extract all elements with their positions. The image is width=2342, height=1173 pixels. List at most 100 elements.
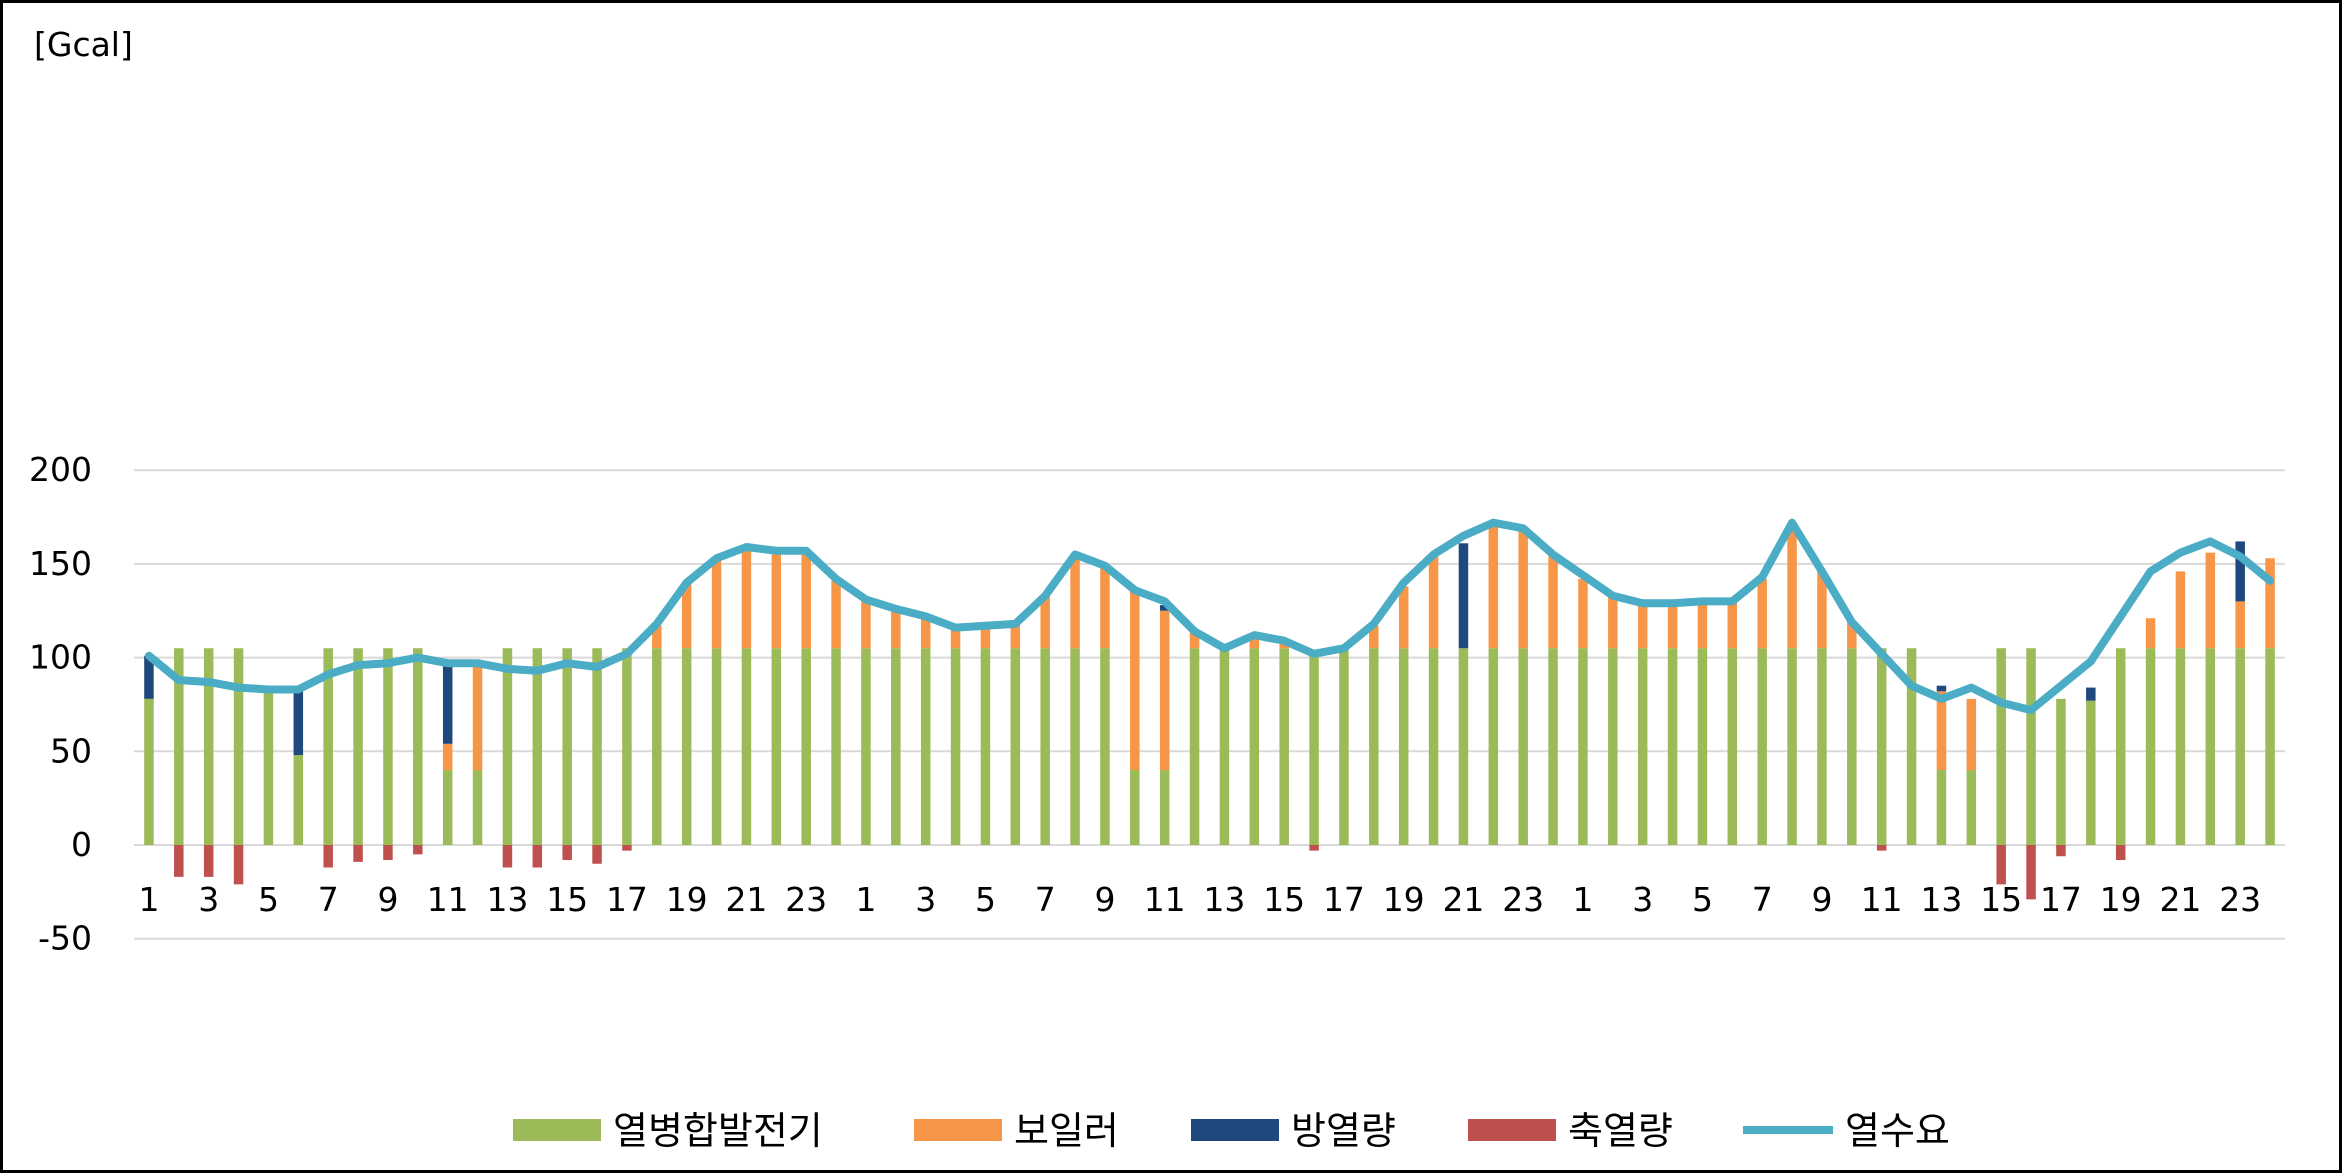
bar-3-14 bbox=[562, 845, 572, 860]
bar-0-18 bbox=[681, 648, 692, 845]
bar-3-1 bbox=[174, 845, 184, 877]
bar-1-21 bbox=[771, 552, 782, 649]
y-axis-ticks: 200 150 100 50 0 -50 bbox=[29, 450, 92, 958]
legend-swatch-3 bbox=[1468, 1119, 1556, 1141]
bar-2-65 bbox=[2086, 687, 2096, 701]
bar-0-34 bbox=[1159, 770, 1170, 845]
bar-0-15 bbox=[592, 648, 602, 845]
bar-0-53 bbox=[1727, 648, 1738, 845]
x-tick-label: 7 bbox=[1752, 880, 1773, 919]
bar-0-58 bbox=[1876, 648, 1887, 845]
y-tick-label: 150 bbox=[29, 544, 92, 583]
bar-0-16 bbox=[622, 648, 632, 845]
bar-1-51 bbox=[1667, 603, 1678, 649]
bar-1-23 bbox=[831, 580, 841, 649]
x-tick-label: 5 bbox=[258, 880, 279, 919]
bar-1-33 bbox=[1130, 590, 1140, 771]
x-tick-label: 13 bbox=[1920, 880, 1962, 919]
bar-1-56 bbox=[1817, 571, 1827, 649]
bar-0-50 bbox=[1637, 648, 1648, 845]
bar-0-40 bbox=[1339, 648, 1349, 845]
bar-0-9 bbox=[413, 648, 423, 845]
bar-1-18 bbox=[681, 584, 692, 649]
x-axis-ticks: 1 3 5 7 9 11 13 15 17 19 21 23 1 3 5 7 9 11 13 15 17 19 21 23 1 3… bbox=[138, 880, 2261, 919]
legend-swatch-0 bbox=[513, 1119, 601, 1141]
x-tick-label: 21 bbox=[725, 880, 767, 919]
x-tick-label: 9 bbox=[1811, 880, 1832, 919]
bar-0-20 bbox=[741, 648, 752, 845]
bar-0-31 bbox=[1070, 648, 1080, 845]
bar-0-1 bbox=[174, 648, 184, 845]
bar-3-9 bbox=[413, 845, 423, 855]
bar-1-26 bbox=[920, 618, 931, 649]
bar-0-48 bbox=[1578, 648, 1588, 845]
bar-0-36 bbox=[1219, 648, 1230, 845]
x-tick-label: 15 bbox=[546, 880, 588, 919]
bar-0-28 bbox=[980, 648, 991, 845]
bar-1-27 bbox=[950, 629, 961, 649]
bar-1-24 bbox=[861, 601, 871, 649]
bar-0-22 bbox=[801, 648, 811, 845]
bar-0-19 bbox=[711, 648, 722, 845]
x-tick-label: 3 bbox=[915, 880, 936, 919]
bar-0-46 bbox=[1518, 648, 1528, 845]
bar-0-29 bbox=[1010, 648, 1021, 845]
x-tick-label: 21 bbox=[2159, 880, 2201, 919]
legend-label-2: 방열량 bbox=[1291, 1109, 1396, 1153]
legend-label-1: 보일러 bbox=[1014, 1109, 1119, 1153]
bar-1-61 bbox=[1966, 698, 1977, 771]
bar-1-31 bbox=[1070, 554, 1080, 649]
bar-3-8 bbox=[383, 845, 393, 860]
bar-0-12 bbox=[502, 648, 513, 845]
bar-1-55 bbox=[1787, 530, 1797, 649]
x-tick-label: 21 bbox=[1442, 880, 1484, 919]
bar-0-43 bbox=[1428, 648, 1439, 845]
x-tick-label: 7 bbox=[1035, 880, 1056, 919]
y-tick-label: 50 bbox=[50, 731, 92, 770]
x-tick-label: 5 bbox=[1692, 880, 1713, 919]
bar-0-7 bbox=[353, 648, 363, 845]
bar-1-19 bbox=[711, 558, 722, 649]
x-tick-label: 17 bbox=[1323, 880, 1365, 919]
bar-0-25 bbox=[891, 648, 901, 845]
bar-0-3 bbox=[233, 648, 244, 845]
bar-0-66 bbox=[2115, 648, 2126, 845]
x-tick-label: 19 bbox=[1383, 880, 1425, 919]
bar-0-60 bbox=[1936, 770, 1947, 845]
legend-label-4: 열수요 bbox=[1845, 1109, 1950, 1153]
bar-0-47 bbox=[1548, 648, 1558, 845]
x-tick-label: 5 bbox=[975, 880, 996, 919]
bar-0-2 bbox=[203, 648, 214, 845]
y-tick-label: 0 bbox=[71, 825, 92, 864]
bar-1-60 bbox=[1936, 691, 1947, 771]
bar-2-0 bbox=[144, 655, 154, 699]
bar-0-68 bbox=[2175, 648, 2186, 845]
line-series bbox=[144, 518, 2275, 715]
bar-1-34 bbox=[1159, 610, 1170, 771]
bar-1-67 bbox=[2145, 618, 2156, 649]
bar-1-43 bbox=[1428, 556, 1439, 649]
x-tick-label: 9 bbox=[1094, 880, 1115, 919]
bar-1-50 bbox=[1637, 603, 1648, 649]
bar-1-25 bbox=[891, 610, 901, 649]
bar-1-46 bbox=[1518, 530, 1528, 649]
bar-1-29 bbox=[1010, 623, 1021, 649]
bar-1-68 bbox=[2175, 571, 2186, 649]
bar-0-49 bbox=[1608, 648, 1618, 845]
bar-1-32 bbox=[1100, 567, 1110, 649]
bar-0-38 bbox=[1279, 648, 1289, 845]
bar-1-45 bbox=[1488, 522, 1499, 649]
bar-0-52 bbox=[1697, 648, 1708, 845]
bar-0-51 bbox=[1667, 648, 1678, 845]
bar-0-41 bbox=[1369, 648, 1379, 845]
bar-3-66 bbox=[2115, 845, 2126, 860]
bar-0-64 bbox=[2056, 698, 2066, 845]
bar-3-16 bbox=[622, 845, 632, 851]
bar-3-39 bbox=[1309, 845, 1319, 851]
y-tick-label: 200 bbox=[29, 450, 92, 489]
bar-0-65 bbox=[2086, 700, 2096, 845]
y-tick-label: -50 bbox=[38, 919, 92, 958]
y-unit-label: [Gcal] bbox=[34, 25, 133, 64]
x-tick-label: 9 bbox=[377, 880, 398, 919]
